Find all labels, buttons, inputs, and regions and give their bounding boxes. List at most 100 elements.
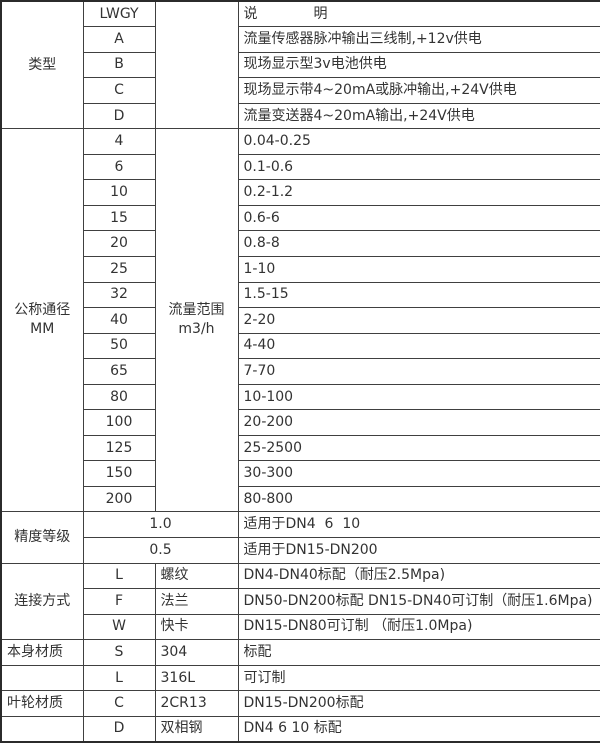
body-material-empty-cell xyxy=(0,664,84,692)
section-label-body-material: 本身材质 xyxy=(0,639,84,666)
material-code-cell: C xyxy=(82,690,156,717)
material-code-cell: L xyxy=(82,664,156,692)
connection-row: W 快卡 DN15-DN80可订制 （耐压1.0Mpa) xyxy=(1,613,600,641)
connection-code-cell: W xyxy=(82,613,156,641)
dn-row: 80 10-100 xyxy=(1,383,600,411)
dn-row: 40 2-20 xyxy=(1,307,600,334)
dn-value-cell: 65 xyxy=(82,358,156,385)
material-desc-cell: 标配 xyxy=(237,639,600,666)
dn-row: 6 0.1-0.6 xyxy=(1,153,600,181)
material-desc-cell: DN15-DN200标配 xyxy=(237,690,600,717)
flow-range-cell: 0.2-1.2 xyxy=(237,179,600,206)
connection-code-cell: F xyxy=(82,588,156,615)
flow-range-cell: 80-800 xyxy=(237,485,600,513)
material-code-cell: S xyxy=(82,639,156,666)
dn-row: 20 0.8-8 xyxy=(1,230,600,257)
flow-range-cell: 10-100 xyxy=(237,383,600,411)
dn-value-cell: 100 xyxy=(82,409,156,436)
section-label-diameter: 公称通径 MM xyxy=(0,128,84,513)
accuracy-row: 精度等级 1.0 适用于DN4 6 10 xyxy=(0,511,600,564)
type-desc-cell: 流量变送器4~20mA输出,+24V供电 xyxy=(237,102,600,130)
type-row: C 现场显示带4~20mA或脉冲输出,+24V供电 xyxy=(1,77,600,104)
section-label-connection: 连接方式 xyxy=(0,562,84,641)
flow-range-cell: 2-20 xyxy=(237,307,600,334)
flow-range-cell: 1.5-15 xyxy=(237,281,600,309)
type-code-cell: B xyxy=(82,51,156,79)
dn-row: 32 1.5-15 xyxy=(1,281,600,309)
dn-value-cell: 40 xyxy=(82,307,156,334)
material-name-cell: 双相钢 xyxy=(154,715,239,743)
connection-name-cell: 螺纹 xyxy=(154,562,239,590)
type-code-cell: D xyxy=(82,102,156,130)
flow-range-cell: 0.6-6 xyxy=(237,204,600,232)
flow-range-cell: 0.1-0.6 xyxy=(237,153,600,181)
impeller-material-row: 叶轮材质 C 2CR13 DN15-DN200标配 xyxy=(0,690,600,717)
model-code-cell: LWGY xyxy=(82,0,156,28)
flow-range-cell: 0.04-0.25 xyxy=(237,128,600,155)
flow-range-cell: 4-40 xyxy=(237,332,600,360)
flow-range-label-cell: 流量范围 m3/h xyxy=(154,128,239,513)
type-row: A 流量传感器脉冲输出三线制,+12v供电 xyxy=(1,26,600,53)
material-name-cell: 2CR13 xyxy=(154,690,239,717)
section-label-type: 类型 xyxy=(0,0,84,130)
type-desc-cell: 现场显示型3v电池供电 xyxy=(237,51,600,79)
dn-row: 65 7-70 xyxy=(1,358,600,385)
dn-value-cell: 6 xyxy=(82,153,156,181)
section-label-impeller-material: 叶轮材质 xyxy=(0,690,84,717)
connection-name-cell: 快卡 xyxy=(154,613,239,641)
body-material-row: 本身材质 S 304 标配 xyxy=(0,639,600,666)
flow-range-cell: 20-200 xyxy=(237,409,600,436)
dn-row: 25 1-10 xyxy=(1,255,600,283)
flow-range-cell: 7-70 xyxy=(237,358,600,385)
accuracy-value-cell: 1.0 xyxy=(82,511,239,538)
type-header-row: 类型 LWGY 说 明 xyxy=(0,0,600,130)
connection-desc-cell: DN4-DN40标配（耐压2.5Mpa) xyxy=(237,562,600,590)
material-code-cell: D xyxy=(82,715,156,743)
accuracy-row: 0.5 适用于DN15-DN200 xyxy=(1,536,600,564)
material-desc-cell: 可订制 xyxy=(237,664,600,692)
section-label-accuracy: 精度等级 xyxy=(0,511,84,564)
flow-range-cell: 0.8-8 xyxy=(237,230,600,257)
dn-row: 15 0.6-6 xyxy=(1,204,600,232)
connection-code-cell: L xyxy=(82,562,156,590)
impeller-material-row: D 双相钢 DN4 6 10 标配 xyxy=(0,715,600,743)
dn-value-cell: 32 xyxy=(82,281,156,309)
flow-range-cell: 25-2500 xyxy=(237,434,600,462)
material-name-cell: 304 xyxy=(154,639,239,666)
connection-row: F 法兰 DN50-DN200标配 DN15-DN40可订制（耐压1.6Mpa) xyxy=(1,588,600,615)
dn-value-cell: 15 xyxy=(82,204,156,232)
type-spacer-cell xyxy=(154,0,239,130)
dn-row: 公称通径 MM 4 流量范围 m3/h 0.04-0.25 xyxy=(0,128,600,513)
dn-row: 50 4-40 xyxy=(1,332,600,360)
impeller-material-empty-cell xyxy=(0,715,84,743)
type-desc-cell: 流量传感器脉冲输出三线制,+12v供电 xyxy=(237,26,600,53)
type-code-cell: A xyxy=(82,26,156,53)
flow-range-cell: 30-300 xyxy=(237,460,600,487)
type-desc-cell: 现场显示带4~20mA或脉冲输出,+24V供电 xyxy=(237,77,600,104)
material-desc-cell: DN4 6 10 标配 xyxy=(237,715,600,743)
dn-value-cell: 150 xyxy=(82,460,156,487)
dn-value-cell: 200 xyxy=(82,485,156,513)
accuracy-desc-cell: 适用于DN15-DN200 xyxy=(237,536,600,564)
dn-value-cell: 125 xyxy=(82,434,156,462)
flow-range-cell: 1-10 xyxy=(237,255,600,283)
accuracy-desc-cell: 适用于DN4 6 10 xyxy=(237,511,600,538)
dn-value-cell: 4 xyxy=(82,128,156,155)
description-header-cell: 说 明 xyxy=(237,0,600,28)
accuracy-value-cell: 0.5 xyxy=(82,536,239,564)
dn-row: 150 30-300 xyxy=(1,460,600,487)
dn-row: 100 20-200 xyxy=(1,409,600,436)
dn-value-cell: 25 xyxy=(82,255,156,283)
type-row: D 流量变送器4~20mA输出,+24V供电 xyxy=(1,102,600,130)
connection-desc-cell: DN15-DN80可订制 （耐压1.0Mpa) xyxy=(237,613,600,641)
type-code-cell: C xyxy=(82,77,156,104)
dn-row: 10 0.2-1.2 xyxy=(1,179,600,206)
material-name-cell: 316L xyxy=(154,664,239,692)
type-row: B 现场显示型3v电池供电 xyxy=(1,51,600,79)
dn-row: 200 80-800 xyxy=(1,485,600,513)
dn-row: 125 25-2500 xyxy=(1,434,600,462)
dn-value-cell: 50 xyxy=(82,332,156,360)
connection-name-cell: 法兰 xyxy=(154,588,239,615)
